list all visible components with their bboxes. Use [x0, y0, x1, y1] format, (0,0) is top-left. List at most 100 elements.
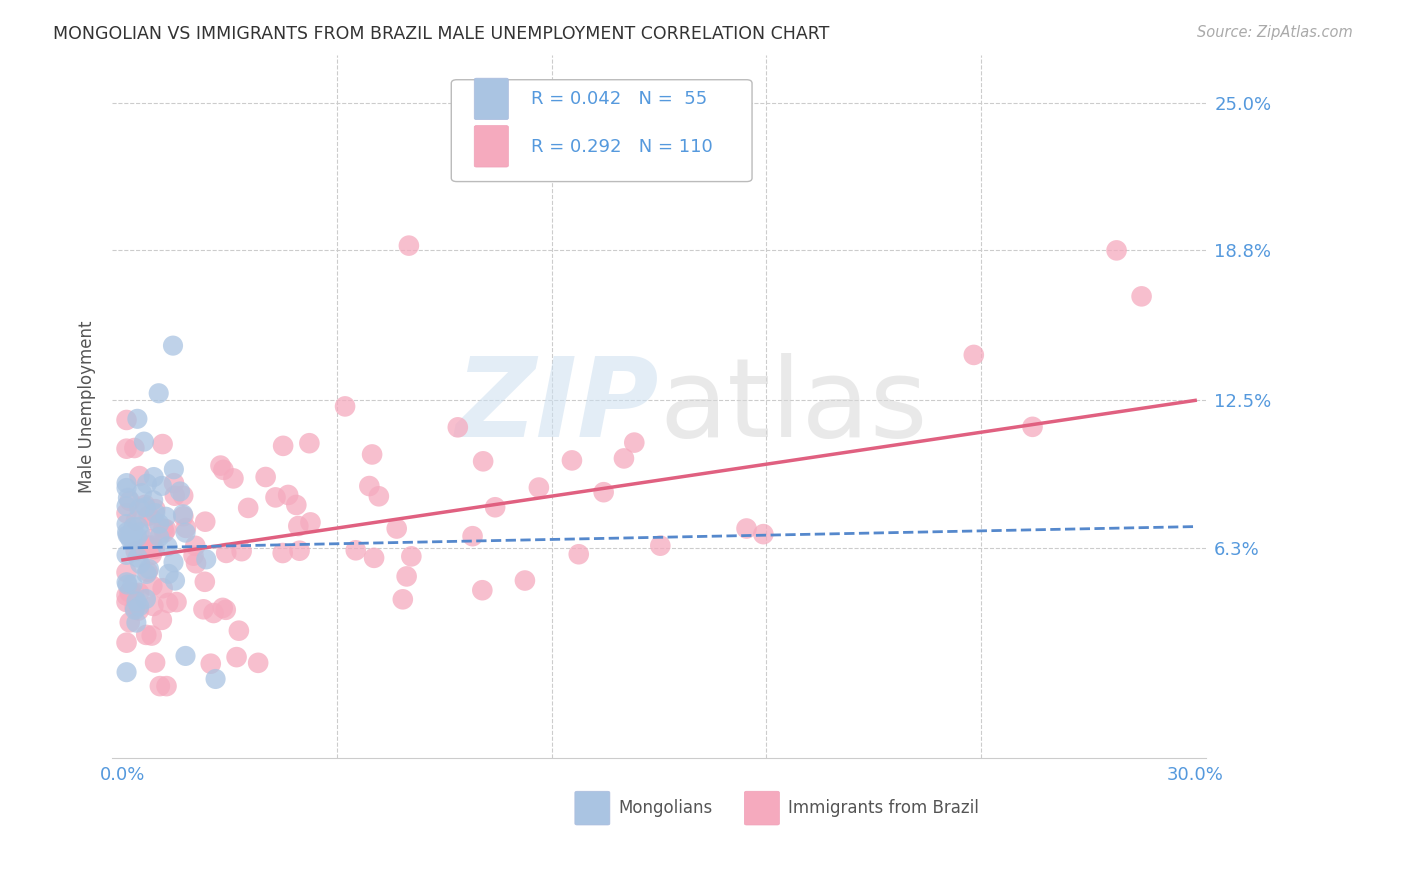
FancyBboxPatch shape: [451, 79, 752, 182]
Point: [125, 514, 148, 528]
Point: [194, 574, 217, 589]
Point: [127, 520, 149, 534]
Point: [141, 628, 163, 642]
Point: [128, 603, 150, 617]
Point: [124, 600, 146, 615]
Point: [115, 566, 138, 580]
Point: [138, 508, 160, 523]
Point: [163, 489, 186, 503]
Point: [277, 488, 299, 502]
Point: [152, 581, 174, 595]
Point: [592, 485, 614, 500]
Point: [211, 600, 233, 615]
Point: [238, 500, 260, 515]
Point: [183, 549, 205, 563]
Point: [142, 493, 165, 508]
Point: [124, 544, 146, 558]
Point: [128, 501, 150, 516]
Point: [122, 520, 145, 534]
FancyBboxPatch shape: [474, 78, 509, 120]
Point: [367, 489, 389, 503]
Point: [148, 516, 170, 531]
Point: [225, 650, 247, 665]
Point: [752, 527, 775, 541]
Point: [152, 521, 174, 535]
Text: R = 0.042   N =  55: R = 0.042 N = 55: [531, 90, 707, 108]
Point: [127, 412, 149, 426]
Point: [195, 552, 218, 566]
Text: Mongolians: Mongolians: [619, 799, 713, 817]
Point: [472, 454, 495, 468]
Point: [124, 603, 146, 617]
Point: [613, 451, 636, 466]
Point: [153, 525, 176, 540]
Point: [200, 657, 222, 671]
Point: [513, 574, 536, 588]
Point: [142, 470, 165, 484]
Point: [152, 437, 174, 451]
Point: [115, 517, 138, 532]
Point: [271, 439, 294, 453]
Point: [115, 525, 138, 540]
Point: [115, 665, 138, 680]
Point: [287, 519, 309, 533]
Point: [1105, 244, 1128, 258]
Point: [115, 548, 138, 562]
Point: [298, 436, 321, 450]
Point: [136, 539, 159, 553]
Point: [204, 672, 226, 686]
Point: [194, 515, 217, 529]
Point: [138, 562, 160, 576]
Point: [484, 500, 506, 515]
Point: [395, 569, 418, 583]
Point: [118, 584, 141, 599]
Point: [155, 679, 177, 693]
Point: [363, 550, 385, 565]
Point: [117, 577, 139, 591]
Point: [222, 471, 245, 485]
Point: [118, 585, 141, 599]
Point: [212, 463, 235, 477]
Point: [963, 348, 986, 362]
Point: [172, 508, 194, 522]
Point: [184, 556, 207, 570]
Point: [162, 555, 184, 569]
Point: [142, 514, 165, 528]
Point: [125, 594, 148, 608]
Point: [124, 441, 146, 455]
Point: [117, 528, 139, 542]
Point: [148, 530, 170, 544]
Point: [1021, 420, 1043, 434]
Point: [163, 476, 186, 491]
Point: [143, 502, 166, 516]
Y-axis label: Male Unemployment: Male Unemployment: [79, 320, 96, 492]
Point: [228, 624, 250, 638]
Point: [247, 656, 270, 670]
Point: [143, 541, 166, 556]
Point: [149, 679, 172, 693]
Point: [561, 453, 583, 467]
Point: [122, 533, 145, 548]
Point: [118, 529, 141, 543]
Point: [134, 498, 156, 512]
Point: [447, 420, 470, 434]
Point: [136, 476, 159, 491]
Point: [174, 648, 197, 663]
Point: [128, 599, 150, 614]
Point: [120, 533, 142, 547]
Point: [115, 481, 138, 495]
Point: [155, 509, 177, 524]
Point: [333, 400, 356, 414]
Point: [118, 615, 141, 630]
Point: [155, 522, 177, 536]
Point: [125, 615, 148, 630]
Point: [135, 566, 157, 581]
Point: [166, 595, 188, 609]
Point: [254, 470, 277, 484]
Point: [115, 575, 138, 590]
Text: Source: ZipAtlas.com: Source: ZipAtlas.com: [1197, 25, 1353, 40]
Point: [118, 494, 141, 508]
Point: [623, 435, 645, 450]
Point: [193, 602, 215, 616]
Point: [115, 589, 138, 603]
